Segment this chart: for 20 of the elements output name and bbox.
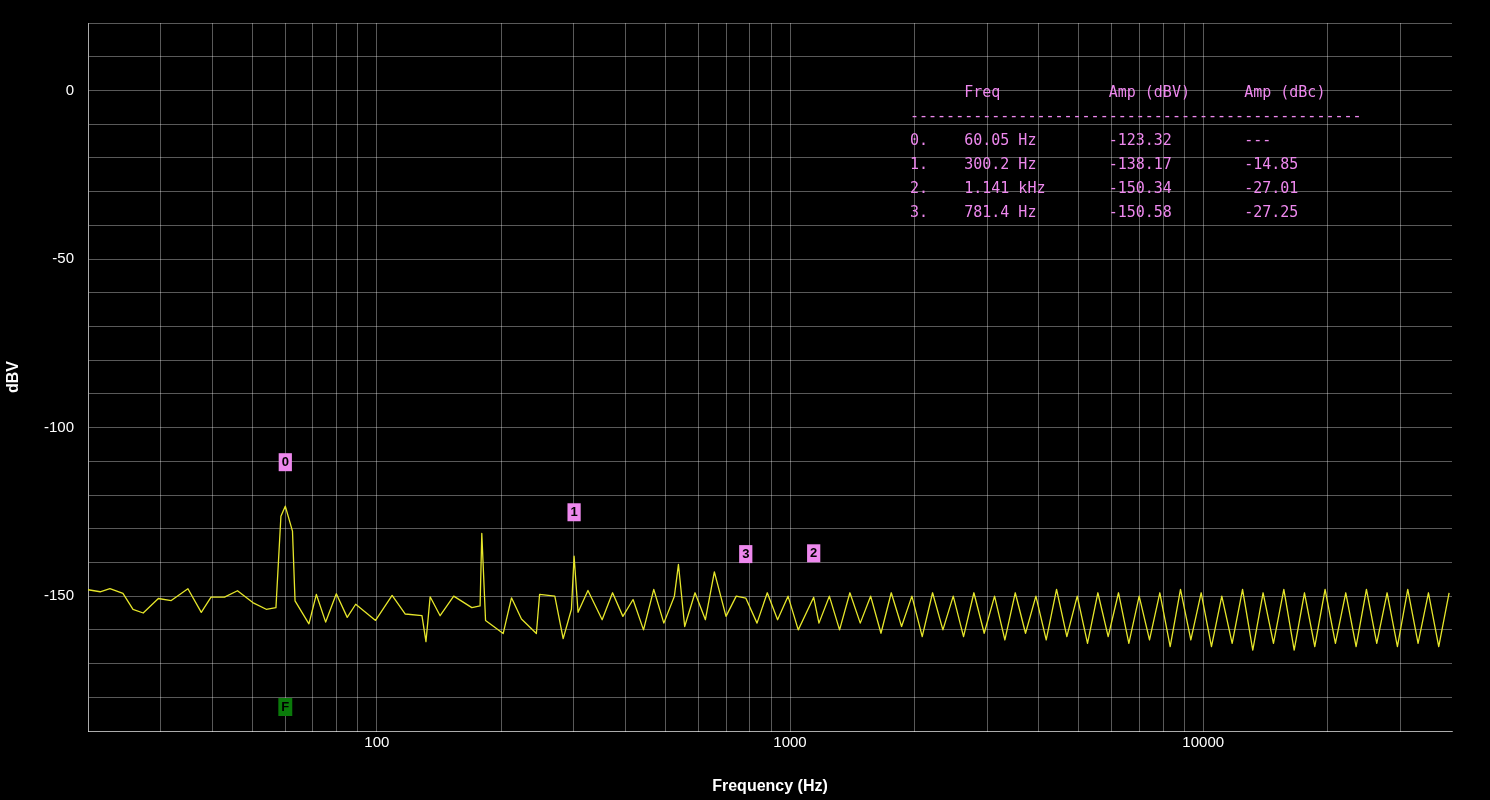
y-tick-label: -150 [43,586,74,604]
annotation: 3 [742,545,750,561]
y-tick-label: -50 [52,249,74,267]
annotation: 3. 781.4 Hz -150.58 -27.25 [910,202,1300,223]
annotation: 0 [281,453,289,469]
annotation: 0. 60.05 Hz -123.32 --- [910,130,1273,151]
annotation: -------------------------------------------------- [910,106,1362,127]
annotation: 1 [570,503,578,519]
y-axis-title: dBV [4,360,22,393]
annotation: F [281,698,290,714]
y-tick-label: 0 [65,80,74,98]
annotation: Freq Amp (dBV) Amp (dBc) [963,82,1327,103]
y-tick-label: -100 [43,417,74,435]
x-axis-title: Frequency (Hz) [712,776,828,794]
annotation: 1. 300.2 Hz -138.17 -14.85 [910,154,1300,175]
annotation: 2. 1.141 kHz -150.34 -27.01 [910,178,1300,199]
annotation: 2 [810,544,818,560]
x-tick-label: 1000 [773,733,807,751]
x-tick-label: 10000 [1182,733,1225,751]
x-tick-label: 100 [364,733,390,751]
